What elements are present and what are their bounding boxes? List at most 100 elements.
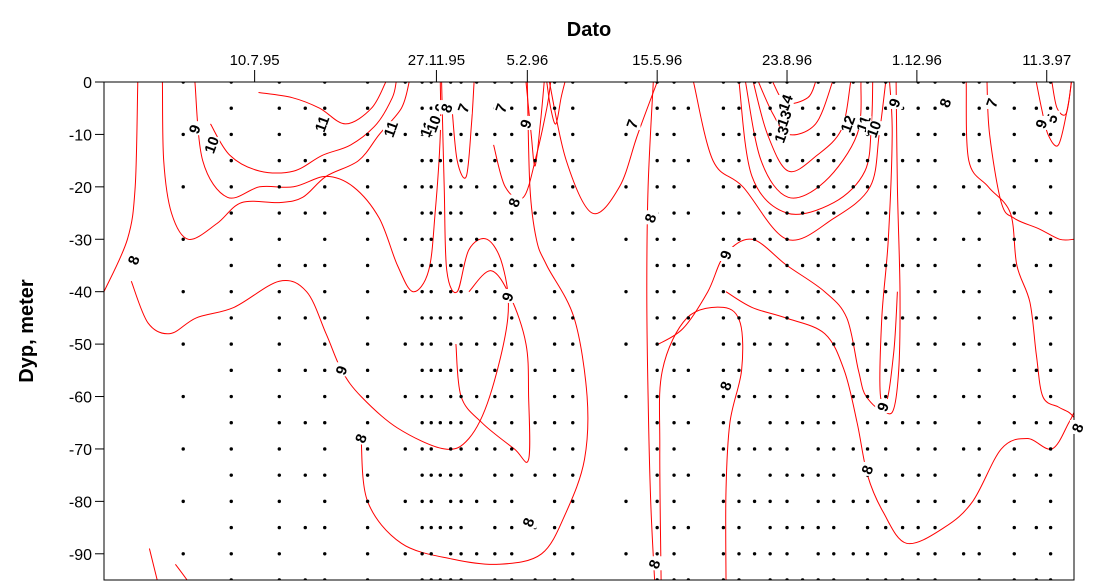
sample-point bbox=[459, 316, 463, 320]
sample-point bbox=[916, 421, 920, 425]
sample-point bbox=[800, 316, 805, 320]
contour-line-9 bbox=[879, 82, 901, 415]
contour-label-bg bbox=[717, 378, 734, 393]
sample-point bbox=[1048, 158, 1053, 163]
sample-point bbox=[493, 211, 497, 215]
contour-label-bg bbox=[937, 94, 954, 109]
sample-point bbox=[900, 473, 905, 477]
x-tick-label: 1.12.96 bbox=[892, 52, 942, 69]
sample-point bbox=[229, 263, 233, 268]
sample-point bbox=[229, 447, 233, 451]
contour-line-9 bbox=[658, 238, 898, 410]
sample-point bbox=[438, 473, 443, 477]
sample-point bbox=[323, 316, 327, 320]
sample-point bbox=[884, 368, 888, 373]
sample-point bbox=[752, 447, 757, 451]
sample-point bbox=[672, 525, 676, 530]
sample-point bbox=[277, 368, 282, 373]
plot-frame bbox=[103, 81, 1075, 581]
sample-point bbox=[768, 237, 772, 241]
sample-point bbox=[1034, 368, 1039, 373]
sample-point bbox=[429, 237, 433, 241]
sample-point bbox=[624, 552, 628, 556]
sample-point bbox=[721, 158, 726, 163]
sample-point bbox=[785, 447, 789, 451]
sample-point bbox=[800, 106, 805, 110]
sample-point bbox=[916, 237, 920, 241]
contour-line-10 bbox=[493, 82, 552, 200]
sample-point bbox=[832, 316, 836, 320]
contour-label-bg bbox=[646, 556, 663, 571]
sample-point bbox=[961, 447, 966, 451]
sample-point bbox=[865, 185, 870, 189]
sample-point bbox=[977, 132, 981, 137]
sample-point bbox=[474, 185, 479, 189]
sample-point bbox=[277, 237, 282, 241]
sample-point bbox=[323, 552, 327, 556]
sample-point bbox=[510, 394, 514, 399]
sample-point bbox=[438, 368, 443, 373]
sample-point bbox=[916, 158, 920, 163]
contour-label-bg bbox=[455, 100, 472, 115]
y-tick-label: -10 bbox=[69, 127, 92, 144]
sample-point bbox=[229, 368, 233, 373]
sample-point bbox=[365, 185, 370, 189]
sample-point bbox=[323, 394, 327, 399]
contour-label-bg bbox=[642, 210, 659, 225]
sample-point bbox=[672, 263, 676, 268]
sample-point bbox=[181, 447, 185, 451]
sample-point bbox=[571, 447, 575, 451]
contour-label-bg bbox=[520, 514, 537, 529]
sample-point bbox=[686, 316, 691, 320]
y-tick-label: -50 bbox=[69, 337, 92, 354]
sample-point bbox=[552, 394, 557, 399]
sample-point bbox=[1048, 342, 1053, 346]
sample-point bbox=[655, 552, 659, 556]
sample-point bbox=[474, 342, 479, 346]
sample-point bbox=[933, 368, 937, 373]
sample-point bbox=[1048, 552, 1053, 556]
sample-point bbox=[510, 499, 514, 504]
contour-line-9 bbox=[693, 82, 887, 241]
sample-point bbox=[229, 552, 233, 556]
sample-point bbox=[1034, 106, 1039, 110]
sample-point bbox=[832, 211, 836, 215]
sample-point bbox=[624, 237, 628, 241]
sample-point bbox=[768, 368, 772, 373]
sample-point bbox=[1048, 447, 1053, 451]
sample-point bbox=[365, 316, 370, 320]
sample-point bbox=[429, 525, 433, 530]
sample-point bbox=[865, 158, 870, 163]
sample-point bbox=[1048, 237, 1053, 241]
sample-point bbox=[768, 132, 772, 137]
contour-line-8 bbox=[360, 82, 589, 565]
sample-point bbox=[493, 316, 497, 320]
sample-point bbox=[474, 447, 479, 451]
sample-point bbox=[672, 237, 676, 241]
sample-point bbox=[1034, 316, 1039, 320]
sample-point bbox=[365, 237, 370, 241]
sample-point bbox=[933, 394, 937, 399]
sample-point bbox=[752, 185, 757, 189]
sample-point bbox=[884, 158, 888, 163]
sample-point bbox=[977, 473, 981, 477]
sample-point bbox=[851, 185, 855, 189]
sample-point bbox=[429, 552, 433, 556]
sample-point bbox=[277, 106, 282, 110]
sample-point bbox=[403, 552, 407, 556]
sample-point bbox=[686, 368, 691, 373]
sample-point bbox=[672, 316, 676, 320]
x-tick-label: 10.7.95 bbox=[230, 52, 280, 69]
sample-point bbox=[737, 316, 741, 320]
sample-point bbox=[816, 421, 820, 425]
sample-point bbox=[493, 263, 497, 268]
sample-point bbox=[977, 552, 981, 556]
sample-point bbox=[752, 394, 757, 399]
sample-point bbox=[721, 525, 726, 530]
sample-point bbox=[510, 211, 514, 215]
sample-point bbox=[571, 525, 575, 530]
sample-point bbox=[832, 106, 836, 110]
sample-point bbox=[900, 158, 905, 163]
contour-labels: 9101111811106877989789141313121110987599… bbox=[125, 92, 1088, 571]
